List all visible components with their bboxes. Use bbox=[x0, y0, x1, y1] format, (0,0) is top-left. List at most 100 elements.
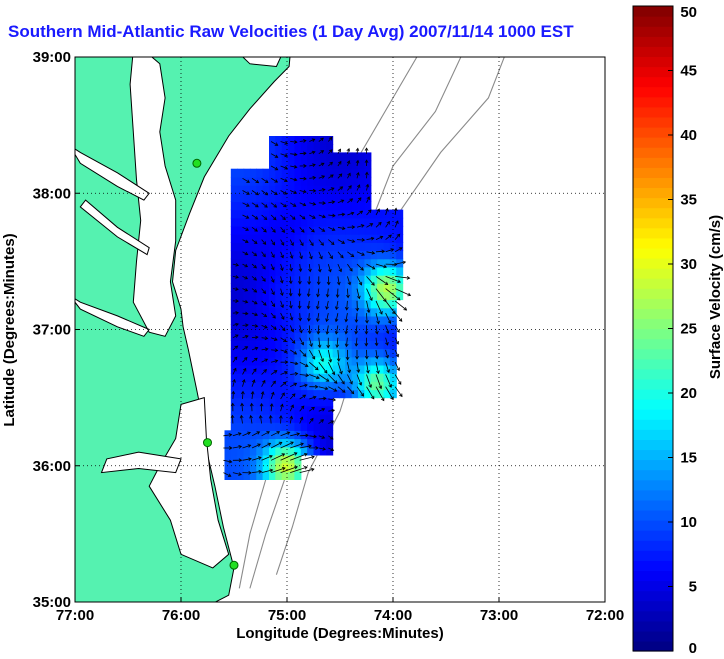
velocity-arrowhead bbox=[396, 296, 401, 301]
velocity-cell bbox=[383, 348, 391, 358]
velocity-cell bbox=[294, 234, 302, 243]
velocity-cell bbox=[351, 291, 359, 301]
velocity-cell bbox=[389, 315, 397, 325]
velocity-arrow bbox=[299, 202, 306, 206]
velocity-arrow bbox=[299, 251, 303, 259]
velocity-cell bbox=[237, 291, 245, 301]
velocity-cell bbox=[300, 291, 308, 301]
velocity-arrow bbox=[290, 361, 298, 365]
velocity-cell bbox=[294, 307, 302, 317]
velocity-cell bbox=[396, 209, 404, 219]
velocity-arrowhead bbox=[240, 402, 245, 407]
velocity-arrow bbox=[356, 276, 362, 286]
velocity-arrow bbox=[251, 391, 254, 400]
velocity-cell bbox=[307, 201, 315, 211]
velocity-cell bbox=[288, 422, 296, 431]
velocity-arrow bbox=[251, 239, 258, 244]
velocity-arrowhead bbox=[230, 414, 235, 419]
velocity-arrow bbox=[270, 453, 285, 461]
velocity-cell bbox=[300, 283, 308, 292]
velocity-arrow bbox=[356, 362, 360, 373]
velocity-cell bbox=[396, 266, 404, 276]
velocity-arrow bbox=[309, 435, 317, 438]
velocity-cell bbox=[364, 389, 372, 399]
velocity-cell bbox=[364, 381, 372, 391]
velocity-cell bbox=[281, 364, 289, 374]
colorbar-swatch bbox=[633, 600, 673, 612]
velocity-cell bbox=[269, 315, 276, 325]
velocity-arrow bbox=[317, 325, 320, 334]
velocity-arrowhead bbox=[303, 176, 307, 181]
velocity-arrow bbox=[280, 190, 287, 195]
velocity-cell bbox=[370, 307, 378, 317]
velocity-arrowhead bbox=[312, 188, 317, 193]
velocity-arrow bbox=[366, 184, 369, 191]
velocity-cell bbox=[377, 225, 385, 235]
velocity-arrowhead bbox=[305, 433, 309, 438]
velocity-cell bbox=[332, 242, 340, 252]
velocity-cell bbox=[319, 422, 327, 431]
velocity-arrowhead bbox=[254, 312, 259, 317]
velocity-cell bbox=[300, 340, 308, 350]
velocity-cell bbox=[243, 340, 251, 350]
velocity-arrowhead bbox=[399, 393, 403, 398]
velocity-cell bbox=[338, 364, 346, 374]
velocity-cell bbox=[345, 266, 353, 276]
velocity-cell bbox=[243, 381, 251, 391]
velocity-arrow bbox=[280, 312, 285, 320]
velocity-cell bbox=[351, 389, 359, 399]
velocity-cell bbox=[249, 201, 257, 211]
velocity-cell bbox=[300, 266, 308, 276]
velocity-cell bbox=[345, 201, 353, 211]
velocity-cell bbox=[275, 454, 283, 464]
velocity-arrow bbox=[356, 224, 364, 228]
velocity-arrow bbox=[290, 153, 297, 156]
colorbar-swatch bbox=[633, 509, 673, 521]
velocity-arrowhead bbox=[303, 151, 307, 156]
velocity-arrowhead bbox=[328, 136, 333, 141]
velocity-cell bbox=[358, 242, 365, 252]
velocity-cell bbox=[288, 291, 296, 301]
velocity-arrow bbox=[375, 263, 387, 268]
velocity-arrow bbox=[232, 334, 239, 339]
velocity-cell bbox=[249, 193, 257, 202]
velocity-cell bbox=[300, 168, 308, 178]
velocity-arrow bbox=[394, 349, 399, 357]
velocity-cell bbox=[377, 389, 385, 399]
velocity-arrow bbox=[270, 214, 277, 220]
velocity-cell bbox=[389, 250, 397, 260]
velocity-cell bbox=[249, 242, 257, 252]
velocity-cell bbox=[294, 373, 302, 382]
velocity-cell bbox=[326, 217, 334, 227]
velocity-cell bbox=[230, 275, 238, 284]
velocity-cell bbox=[351, 225, 359, 235]
colorbar-swatch bbox=[633, 86, 673, 98]
velocity-cell bbox=[281, 389, 289, 399]
velocity-arrow bbox=[327, 276, 330, 285]
velocity-arrow bbox=[328, 409, 335, 412]
velocity-cell bbox=[396, 217, 404, 227]
velocity-arrow bbox=[375, 208, 380, 216]
velocity-arrow bbox=[394, 288, 411, 296]
velocity-cell bbox=[243, 446, 251, 456]
velocity-cell bbox=[332, 152, 340, 162]
velocity-arrowhead bbox=[228, 446, 233, 450]
velocity-arrow bbox=[251, 471, 262, 473]
colorbar-swatch bbox=[633, 26, 673, 37]
velocity-arrowhead bbox=[289, 267, 293, 272]
velocity-arrowhead bbox=[254, 216, 259, 220]
colorbar-tick-label: 35 bbox=[680, 192, 697, 209]
colorbar-swatch bbox=[633, 96, 673, 108]
velocity-cell bbox=[319, 144, 327, 153]
velocity-cell bbox=[319, 258, 327, 268]
velocity-cell bbox=[249, 397, 257, 407]
velocity-arrow bbox=[337, 199, 344, 204]
x-axis-label: Longitude (Degrees:Minutes) bbox=[236, 625, 444, 642]
velocity-cell bbox=[294, 168, 302, 178]
velocity-arrowhead bbox=[263, 216, 268, 221]
colorbar-tick-label: 10 bbox=[680, 514, 697, 531]
velocity-cell bbox=[256, 193, 264, 202]
velocity-arrowhead bbox=[249, 414, 253, 419]
velocity-arrowhead bbox=[339, 186, 344, 190]
velocity-arrow bbox=[261, 288, 266, 294]
